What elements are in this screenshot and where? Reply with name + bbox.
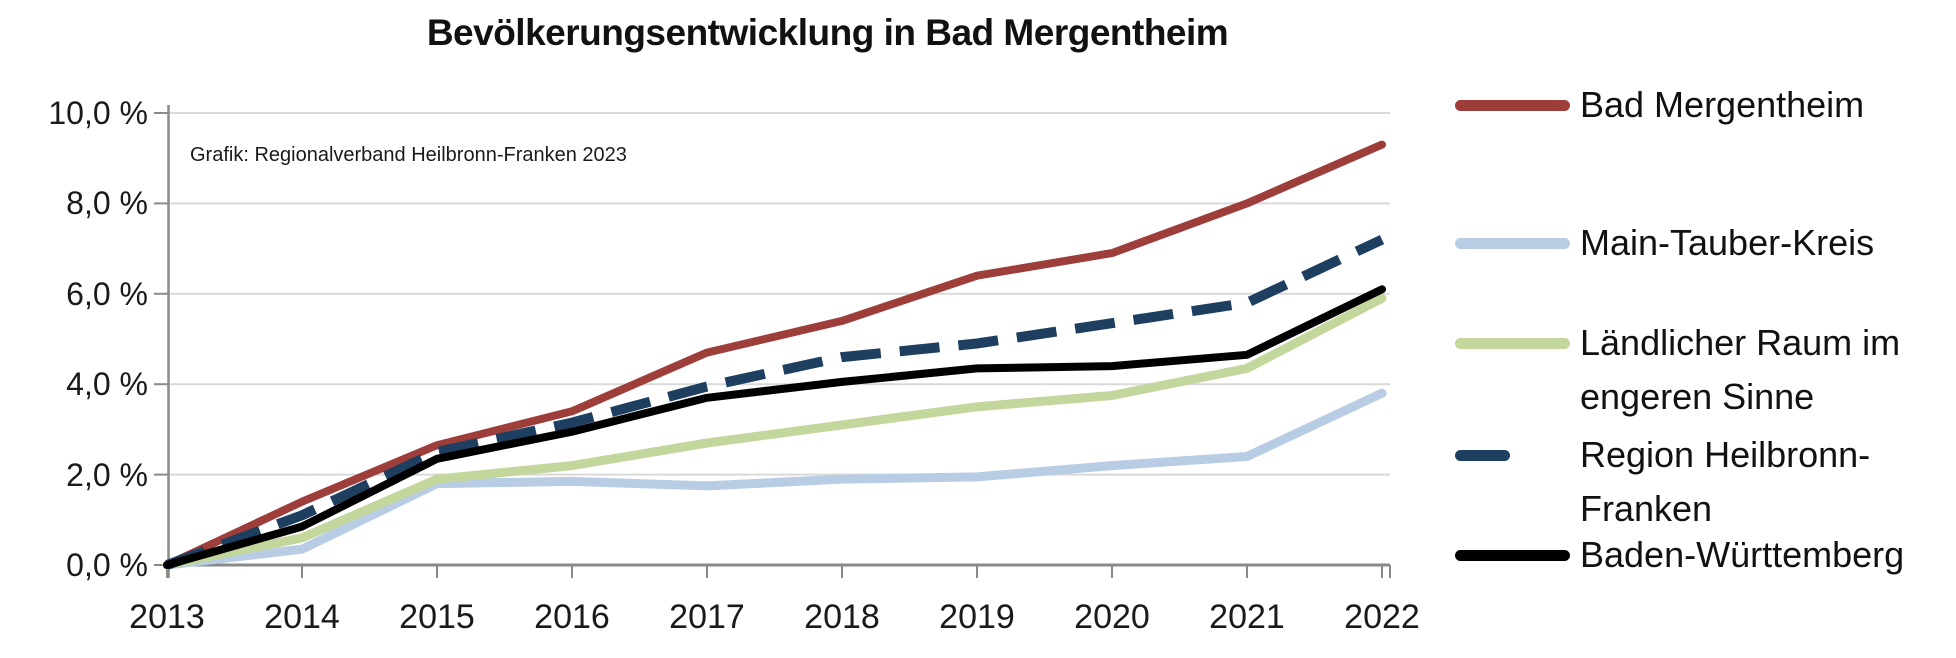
x-axis-label: 2018 bbox=[804, 598, 880, 636]
legend-item-main-tauber-kreis: Main-Tauber-Kreis bbox=[1455, 216, 1955, 270]
y-axis-label: 0,0 % bbox=[66, 547, 148, 583]
legend-item-bad-mergentheim: Bad Mergentheim bbox=[1455, 78, 1955, 132]
legend-marker-main-tauber-kreis bbox=[1455, 238, 1570, 249]
legend-marker-region-heilbronn-franken bbox=[1455, 450, 1510, 461]
series-line-main-tauber-kreis bbox=[162, 388, 1387, 570]
y-axis-label: 8,0 % bbox=[66, 185, 148, 222]
legend-label: Region Heilbronn-Franken bbox=[1580, 434, 1871, 529]
series-group bbox=[162, 140, 1387, 570]
legend-marker-baden-w-rttemberg bbox=[1455, 550, 1570, 561]
source-annotation: Grafik: Regionalverband Heilbronn-Franke… bbox=[190, 144, 627, 166]
legend-label: Baden-Württemberg bbox=[1580, 534, 1905, 575]
x-axis-label: 2017 bbox=[669, 598, 745, 636]
y-axis-label: 6,0 % bbox=[66, 275, 148, 312]
x-axis-label: 2020 bbox=[1074, 598, 1150, 636]
y-axis-label: 10,0 % bbox=[48, 95, 148, 131]
legend-item-region-heilbronn-franken: Region Heilbronn-Franken bbox=[1455, 428, 1955, 536]
legend-item-l-ndlicher-raum-im-engeren-sinne: Ländlicher Raum im engeren Sinne bbox=[1455, 316, 1955, 424]
series-line-bad-mergentheim bbox=[163, 140, 1386, 569]
x-axis-label: 2019 bbox=[939, 598, 1015, 636]
x-axis-label: 2014 bbox=[264, 598, 340, 636]
x-axis-label: 2013 bbox=[129, 598, 205, 636]
chart-title: Bevölkerungsentwicklung in Bad Mergenthe… bbox=[426, 12, 1229, 53]
x-axis-label: 2015 bbox=[399, 598, 475, 636]
series-line-l-ndlicher-raum-im-engeren-sinne bbox=[162, 293, 1387, 570]
legend-label: Ländlicher Raum im engeren Sinne bbox=[1580, 322, 1901, 417]
x-axis-label: 2016 bbox=[534, 598, 610, 636]
legend-label: Bad Mergentheim bbox=[1580, 84, 1865, 125]
legend-label: Main-Tauber-Kreis bbox=[1580, 222, 1875, 263]
legend-marker-l-ndlicher-raum-im-engeren-sinne bbox=[1455, 338, 1570, 349]
legend-marker-bad-mergentheim bbox=[1455, 100, 1570, 111]
series-line-baden-w-rttemberg bbox=[163, 285, 1386, 569]
legend-item-baden-w-rttemberg: Baden-Württemberg bbox=[1455, 528, 1955, 582]
y-axis-label: 2,0 % bbox=[66, 456, 148, 493]
y-axis-label: 4,0 % bbox=[66, 366, 148, 403]
x-axis-label: 2021 bbox=[1209, 598, 1285, 636]
x-axis-label: 2022 bbox=[1344, 598, 1420, 636]
axes-group bbox=[166, 105, 1391, 578]
